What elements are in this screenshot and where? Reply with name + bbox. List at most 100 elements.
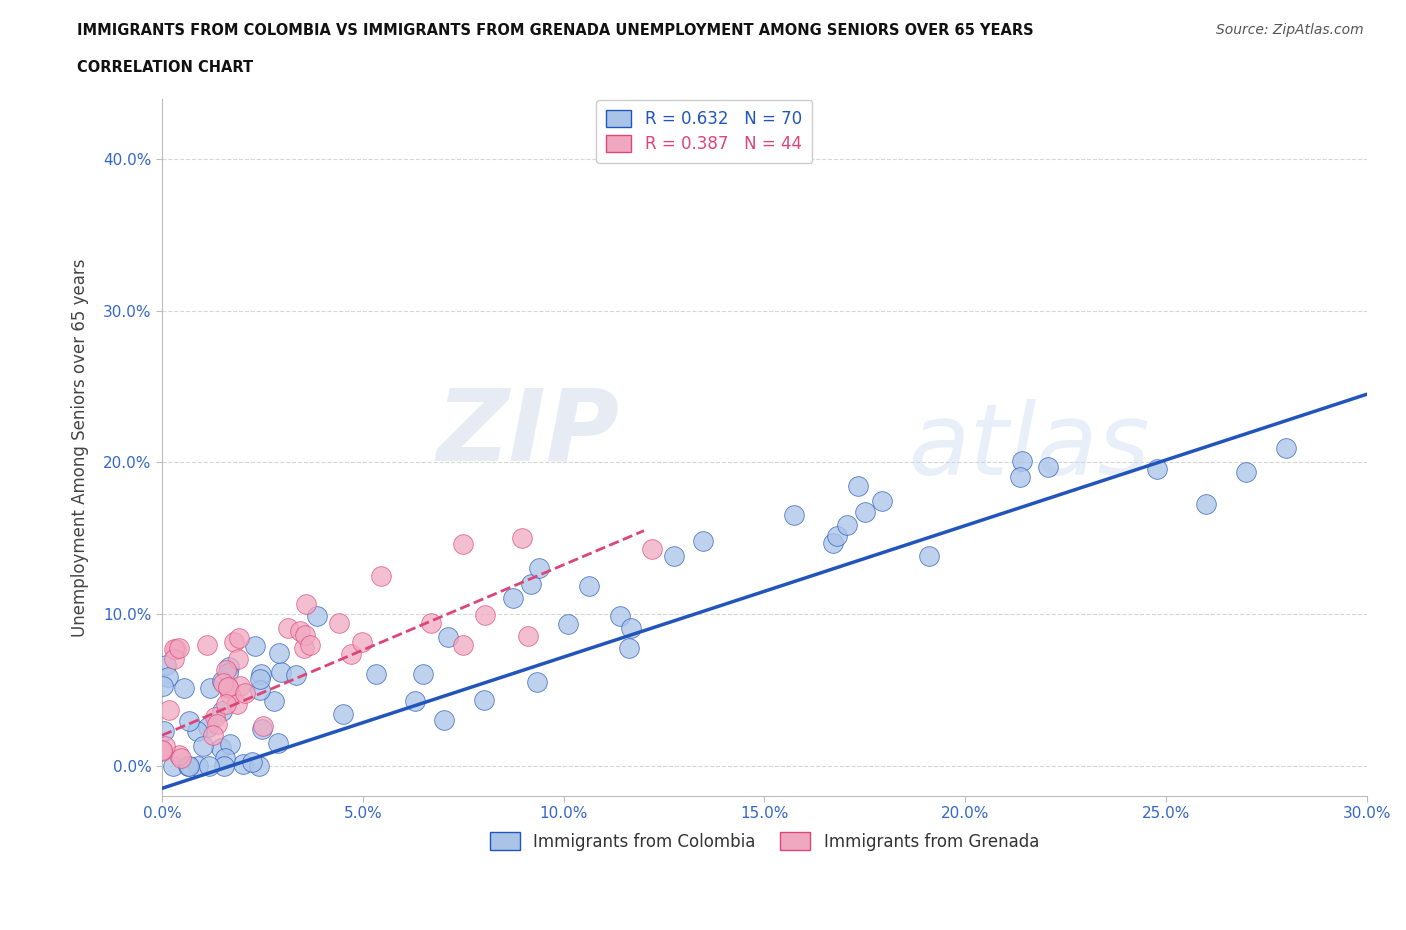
Point	[252, 719, 274, 734]
Point	[162, 758, 184, 773]
Point	[1275, 440, 1298, 455]
Point	[1146, 461, 1168, 476]
Point	[228, 631, 250, 645]
Point	[226, 651, 249, 666]
Point	[821, 536, 844, 551]
Point	[578, 578, 600, 593]
Point	[195, 638, 218, 653]
Point	[433, 712, 456, 727]
Point	[307, 609, 329, 624]
Point	[366, 666, 388, 681]
Point	[292, 641, 315, 656]
Point	[217, 680, 239, 695]
Point	[209, 741, 232, 756]
Point	[228, 679, 250, 694]
Point	[1011, 454, 1033, 469]
Point	[224, 634, 246, 649]
Point	[662, 549, 685, 564]
Point	[187, 758, 209, 773]
Point	[212, 675, 235, 690]
Point	[529, 560, 551, 575]
Point	[870, 493, 893, 508]
Point	[267, 736, 290, 751]
Point	[332, 707, 354, 722]
Point	[298, 637, 321, 652]
Point	[197, 720, 219, 735]
Point	[240, 755, 263, 770]
Point	[620, 620, 643, 635]
Point	[526, 674, 548, 689]
Point	[250, 667, 273, 682]
Point	[285, 668, 308, 683]
Point	[153, 738, 176, 753]
Text: ZIP: ZIP	[437, 385, 620, 482]
Point	[294, 627, 316, 642]
Point	[249, 671, 271, 686]
Point	[502, 591, 524, 605]
Point	[155, 658, 177, 672]
Point	[233, 686, 256, 701]
Point	[472, 692, 495, 707]
Point	[288, 624, 311, 639]
Point	[247, 758, 270, 773]
Point	[243, 638, 266, 653]
Point	[226, 697, 249, 711]
Point	[853, 504, 876, 519]
Point	[163, 642, 186, 657]
Point	[249, 683, 271, 698]
Text: CORRELATION CHART: CORRELATION CHART	[77, 60, 253, 75]
Point	[340, 646, 363, 661]
Point	[825, 528, 848, 543]
Point	[191, 738, 214, 753]
Point	[177, 758, 200, 773]
Point	[204, 710, 226, 724]
Point	[436, 630, 458, 644]
Point	[474, 608, 496, 623]
Point	[176, 758, 198, 773]
Point	[269, 645, 291, 660]
Point	[846, 478, 869, 493]
Text: Source: ZipAtlas.com: Source: ZipAtlas.com	[1216, 23, 1364, 37]
Point	[162, 652, 184, 667]
Point	[451, 537, 474, 551]
Point	[217, 665, 239, 680]
Point	[215, 697, 238, 711]
Point	[404, 693, 426, 708]
Point	[641, 541, 664, 556]
Point	[179, 713, 201, 728]
Point	[215, 663, 238, 678]
Point	[277, 620, 299, 635]
Point	[167, 748, 190, 763]
Point	[835, 517, 858, 532]
Legend: Immigrants from Colombia, Immigrants from Grenada: Immigrants from Colombia, Immigrants fro…	[484, 826, 1046, 857]
Point	[218, 686, 240, 701]
Point	[219, 737, 242, 751]
Point	[186, 724, 208, 738]
Point	[557, 617, 579, 631]
Point	[1036, 459, 1059, 474]
Point	[165, 642, 187, 657]
Text: IMMIGRANTS FROM COLOMBIA VS IMMIGRANTS FROM GRENADA UNEMPLOYMENT AMONG SENIORS O: IMMIGRANTS FROM COLOMBIA VS IMMIGRANTS F…	[77, 23, 1033, 38]
Point	[250, 722, 273, 737]
Point	[152, 678, 174, 693]
Point	[609, 608, 631, 623]
Point	[232, 756, 254, 771]
Point	[451, 637, 474, 652]
Point	[294, 597, 316, 612]
Point	[173, 681, 195, 696]
Point	[150, 743, 173, 758]
Point	[150, 744, 173, 759]
Point	[157, 703, 180, 718]
Point	[270, 665, 292, 680]
Point	[412, 667, 434, 682]
Point	[918, 549, 941, 564]
Point	[617, 641, 640, 656]
Point	[198, 758, 221, 773]
Point	[214, 751, 236, 765]
Point	[214, 758, 236, 773]
Point	[218, 659, 240, 674]
Point	[198, 681, 221, 696]
Point	[211, 674, 233, 689]
Point	[169, 751, 191, 765]
Point	[211, 704, 233, 719]
